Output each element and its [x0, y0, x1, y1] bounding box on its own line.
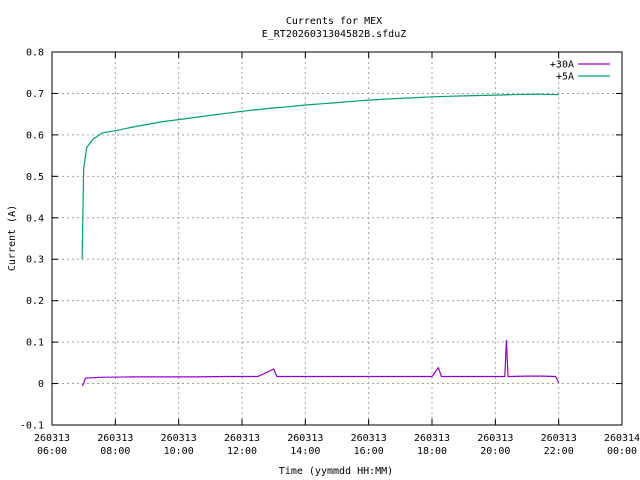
y-tick-label: 0.5	[26, 172, 44, 183]
y-tick-label: 0.8	[26, 48, 44, 59]
legend-label: +30A	[550, 60, 574, 71]
x-tick-time-label: 22:00	[544, 446, 574, 457]
legend-label: +5A	[556, 72, 574, 83]
chart-title: Currents for MEX	[286, 16, 382, 27]
series-line	[81, 93, 559, 260]
x-tick-date-label: 260313	[287, 433, 323, 444]
x-tick-date-label: 260313	[351, 433, 387, 444]
x-tick-time-label: 00:00	[607, 446, 637, 457]
legend: +30A+5A	[550, 60, 610, 83]
x-tick-date-label: 260313	[477, 433, 513, 444]
grid-lines	[52, 52, 622, 425]
y-tick-label: 0.6	[26, 130, 44, 141]
y-tick-label: 0.3	[26, 255, 44, 266]
x-tick-time-label: 16:00	[354, 446, 384, 457]
x-axis-label: Time (yymmdd HH:MM)	[279, 466, 393, 477]
x-tick-time-label: 08:00	[100, 446, 130, 457]
x-tick-date-label: 260313	[414, 433, 450, 444]
x-tick-time-label: 14:00	[290, 446, 320, 457]
x-tick-date-label: 260313	[224, 433, 260, 444]
plot-frame	[51, 51, 623, 426]
x-tick-time-label: 20:00	[480, 446, 510, 457]
axis-ticks	[51, 51, 623, 426]
y-tick-label: 0.2	[26, 296, 44, 307]
y-tick-label: 0	[38, 379, 44, 390]
x-tick-date-label: 260314	[604, 433, 640, 444]
y-tick-label: -0.1	[20, 421, 44, 432]
x-tick-time-label: 10:00	[164, 446, 194, 457]
x-tick-date-label: 260313	[541, 433, 577, 444]
x-tick-date-label: 260313	[97, 433, 133, 444]
x-tick-date-label: 260313	[34, 433, 70, 444]
x-tick-time-label: 18:00	[417, 446, 447, 457]
y-tick-label: 0.1	[26, 338, 44, 349]
chart-subtitle: E_RT2026031304582B.sfduZ	[262, 29, 407, 40]
series-line	[81, 339, 560, 386]
tick-labels: -0.1 0 0.1 0.2 0.3 0.4 0.5 0.6 0.7 0.8 260313 06:00…	[20, 48, 640, 458]
y-tick-label: 0.4	[26, 213, 44, 224]
x-tick-date-label: 260313	[161, 433, 197, 444]
series-lines	[81, 93, 560, 386]
y-axis-label: Current (A)	[7, 205, 18, 271]
x-tick-time-label: 12:00	[227, 446, 257, 457]
y-tick-label: 0.7	[26, 89, 44, 100]
x-tick-time-label: 06:00	[37, 446, 67, 457]
